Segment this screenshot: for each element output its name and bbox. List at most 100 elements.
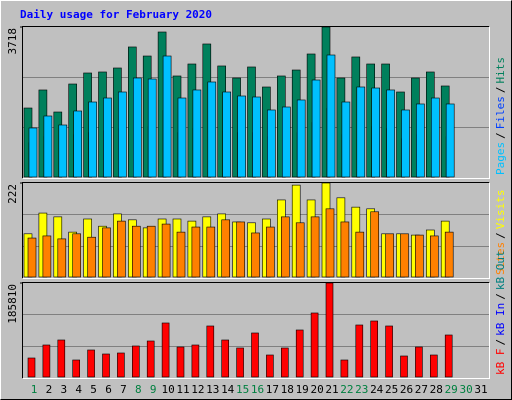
bar: [117, 220, 126, 278]
bar: [311, 79, 321, 178]
x-tick-label: 7: [120, 383, 127, 396]
bar: [57, 238, 67, 278]
bar: [162, 55, 172, 178]
bar: [237, 95, 246, 178]
panel-bevel: [22, 182, 490, 279]
legend: kB F / kB In / kB Out: [494, 250, 507, 375]
bar: [221, 219, 230, 278]
x-tick-label: 22: [340, 383, 353, 396]
x-tick-label: 12: [191, 383, 204, 396]
legend-entry: kB In: [494, 303, 507, 336]
bar: [326, 54, 336, 178]
bar: [415, 346, 423, 378]
bar: [444, 334, 453, 378]
bar: [340, 221, 350, 278]
bar: [355, 231, 365, 278]
bar: [295, 329, 304, 378]
bar: [340, 359, 349, 378]
bar: [192, 89, 202, 178]
bar: [385, 233, 394, 278]
x-tick-label: 13: [206, 383, 219, 396]
legend-separator: /: [494, 339, 507, 346]
bar: [355, 324, 364, 378]
x-tick-label: 11: [176, 383, 189, 396]
panel-bevel: [22, 282, 490, 379]
x-tick-label: 6: [105, 383, 112, 396]
x-tick-label: 17: [266, 383, 279, 396]
bar: [146, 225, 156, 278]
bar: [236, 347, 244, 378]
bar: [416, 103, 425, 178]
bar: [266, 226, 275, 278]
bar: [132, 345, 140, 378]
bar: [43, 115, 53, 178]
bar: [325, 208, 335, 278]
x-tick-label: 15: [236, 383, 249, 396]
y-tick-label: 185810: [6, 284, 19, 324]
x-tick-label: 23: [355, 383, 368, 396]
bar: [400, 233, 409, 278]
bar: [87, 236, 96, 278]
legend: Pages / Files / Hits: [494, 57, 507, 175]
bar: [72, 233, 81, 278]
bar: [28, 127, 38, 178]
x-tick-label: 18: [281, 383, 294, 396]
bar: [27, 237, 37, 278]
bar: [206, 226, 216, 278]
legend-separator: /: [494, 232, 507, 239]
x-tick-label: 2: [46, 383, 53, 396]
bar: [73, 110, 82, 178]
bar: [295, 222, 305, 278]
legend-separator: /: [494, 293, 507, 300]
legend-entry: Sites: [494, 242, 507, 275]
bar: [42, 344, 51, 378]
bar: [325, 282, 334, 378]
x-tick-label: 26: [400, 383, 413, 396]
bar: [117, 352, 125, 378]
legend-entry: Visits: [494, 190, 507, 230]
x-tick-label: 20: [310, 383, 323, 396]
legend-separator: /: [494, 132, 507, 139]
bar: [133, 77, 142, 178]
bar: [310, 312, 319, 378]
bar: [251, 232, 260, 278]
y-tick-label: 222: [6, 184, 19, 204]
bar: [147, 78, 157, 178]
bar: [267, 109, 276, 178]
x-tick-label: 21: [325, 383, 338, 396]
bar: [296, 99, 306, 178]
legend-entry: Hits: [494, 57, 507, 84]
bar: [27, 357, 36, 378]
x-tick-label: 3: [60, 383, 67, 396]
bar: [370, 320, 379, 378]
bar: [266, 354, 274, 378]
bar: [103, 97, 112, 178]
panel-bevel: [22, 26, 490, 179]
bar: [280, 347, 289, 378]
legend-entry: kB Out: [494, 250, 507, 290]
legend-separator: /: [494, 87, 507, 94]
panel-bevel: [22, 182, 490, 279]
bar: [221, 339, 229, 378]
legend-entry: Files: [494, 96, 507, 129]
bar: [252, 96, 261, 178]
bar: [356, 86, 366, 178]
chart-title: Daily usage for February 2020: [20, 8, 212, 21]
x-tick-label: 4: [75, 383, 82, 396]
bar: [370, 211, 380, 278]
bar: [177, 97, 187, 178]
bar: [401, 109, 410, 178]
panel-bevel: [22, 282, 490, 379]
bar: [161, 322, 170, 378]
bar: [310, 216, 320, 278]
bar: [88, 101, 97, 178]
bar: [430, 97, 440, 178]
bar: [222, 91, 231, 178]
x-tick-label: 5: [90, 383, 97, 396]
y-tick-label: 3718: [6, 28, 19, 55]
legend: Sites / Visits: [494, 190, 507, 276]
panel-bevel: [22, 26, 490, 179]
bar: [102, 353, 110, 378]
